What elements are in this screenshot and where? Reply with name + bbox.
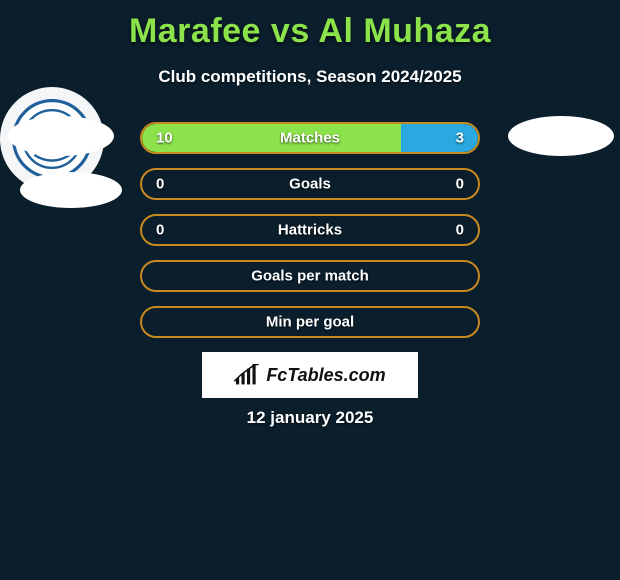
team-right-crest-top <box>508 116 614 156</box>
team-left-crest-top <box>8 116 114 156</box>
stat-row: 00Hattricks <box>140 214 480 246</box>
team-left-crest-bottom <box>20 172 122 208</box>
stat-label: Matches <box>142 130 478 147</box>
stat-label: Goals <box>142 176 478 193</box>
bar-chart-icon <box>234 364 260 386</box>
stat-row: 00Goals <box>140 168 480 200</box>
page-subtitle: Club competitions, Season 2024/2025 <box>0 67 620 87</box>
stats-panel: 103Matches 00Goals 00Hattricks Goals per ma… <box>140 122 480 352</box>
watermark-text: FcTables.com <box>266 365 385 386</box>
stat-label: Min per goal <box>142 314 478 331</box>
stat-label: Hattricks <box>142 222 478 239</box>
date-text: 12 january 2025 <box>0 408 620 428</box>
page-title: Marafee vs Al Muhaza <box>0 0 620 51</box>
stat-label: Goals per match <box>142 268 478 285</box>
watermark-box: FcTables.com <box>202 352 418 398</box>
stat-row: 103Matches <box>140 122 480 154</box>
stat-row: Goals per match <box>140 260 480 292</box>
stat-row: Min per goal <box>140 306 480 338</box>
